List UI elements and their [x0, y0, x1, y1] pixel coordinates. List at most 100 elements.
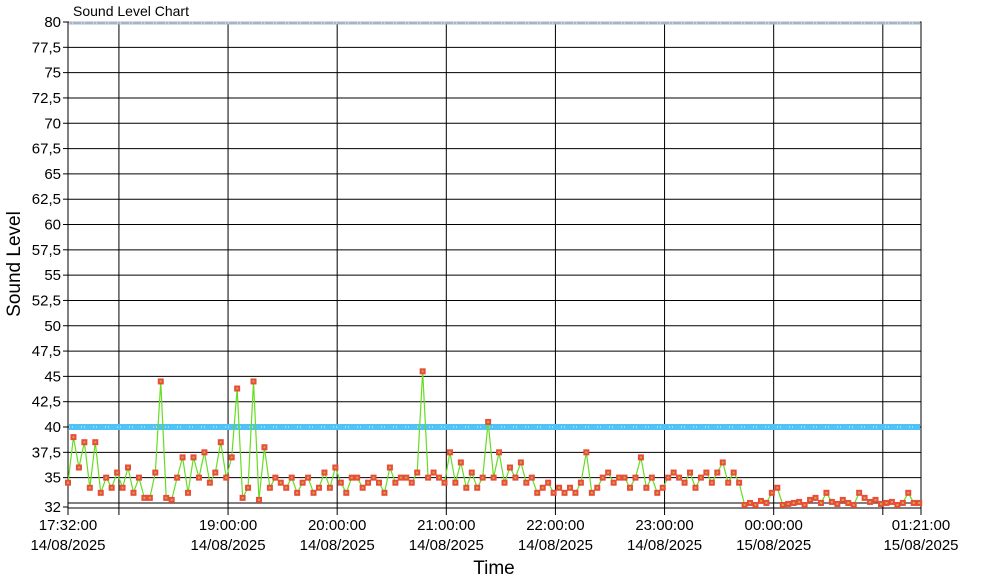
data-point-center: [105, 476, 108, 479]
data-point-center: [268, 486, 271, 489]
data-point-center: [432, 471, 435, 474]
series: [65, 368, 923, 508]
data-point-center: [672, 471, 675, 474]
data-point-center: [503, 481, 506, 484]
data-point-center: [601, 476, 604, 479]
data-point-center: [541, 486, 544, 489]
data-point-center: [307, 476, 310, 479]
x-tick-time: 00:00:00: [744, 517, 802, 534]
data-point-center: [738, 481, 741, 484]
data-point-center: [219, 441, 222, 444]
data-point-center: [759, 499, 762, 502]
data-point-center: [323, 471, 326, 474]
x-tick-time: 17:32:00: [39, 517, 97, 534]
data-point-center: [879, 502, 882, 505]
x-tick-time: 23:00:00: [635, 517, 693, 534]
data-point-center: [116, 471, 119, 474]
data-point-center: [519, 461, 522, 464]
y-tick-label: 37,5: [32, 444, 61, 461]
y-tick-label: 47,5: [32, 343, 61, 360]
data-point-center: [765, 501, 768, 504]
y-axis-label: Sound Level: [4, 211, 25, 317]
data-point-center: [367, 481, 370, 484]
y-tick-label: 60: [44, 217, 61, 234]
data-point-center: [94, 441, 97, 444]
data-point-center: [918, 501, 921, 504]
grid: [67, 21, 922, 509]
data-point-center: [285, 486, 288, 489]
data-point-center: [689, 471, 692, 474]
data-point-center: [590, 491, 593, 494]
data-point-center: [792, 501, 795, 504]
data-point-center: [487, 420, 490, 423]
data-point-center: [252, 380, 255, 383]
data-point-center: [721, 461, 724, 464]
plot-area: [67, 21, 922, 509]
data-point-center: [885, 501, 888, 504]
data-point-center: [716, 471, 719, 474]
data-point-center: [225, 476, 228, 479]
data-point-center: [192, 456, 195, 459]
data-point-center: [634, 476, 637, 479]
data-point-center: [661, 486, 664, 489]
data-point-center: [481, 476, 484, 479]
data-point-center: [247, 486, 250, 489]
data-point-center: [67, 481, 69, 484]
data-point-center: [852, 503, 855, 506]
data-point-center: [394, 481, 397, 484]
data-point-center: [143, 496, 146, 499]
data-point-center: [72, 436, 75, 439]
y-tick-label: 70: [44, 115, 61, 132]
x-tick-date: 14/08/2025: [30, 537, 105, 554]
data-point-center: [683, 481, 686, 484]
data-point-center: [618, 476, 621, 479]
x-tick-time: 21:00:00: [417, 517, 475, 534]
data-point-center: [798, 500, 801, 503]
y-tick-label: 57,5: [32, 242, 61, 259]
data-point-center: [650, 476, 653, 479]
threshold-lines: [69, 21, 920, 430]
data-point-center: [388, 466, 391, 469]
data-point-center: [585, 451, 588, 454]
y-tick-label: 67,5: [32, 141, 61, 158]
data-point-center: [623, 476, 626, 479]
data-point-center: [312, 491, 315, 494]
data-point-center: [890, 500, 893, 503]
data-point-center: [814, 496, 817, 499]
data-point-center: [579, 481, 582, 484]
data-point-center: [378, 481, 381, 484]
y-tick-label: 75: [44, 65, 61, 82]
data-point-center: [470, 471, 473, 474]
data-point-center: [187, 491, 190, 494]
x-tick-date: 15/08/2025: [736, 537, 811, 554]
data-point-center: [749, 501, 752, 504]
data-point-center: [694, 486, 697, 489]
data-point-center: [574, 491, 577, 494]
y-tick-label: 65: [44, 166, 61, 183]
data-point-center: [656, 491, 659, 494]
data-point-center: [372, 476, 375, 479]
y-tick-label: 62,5: [32, 191, 61, 208]
y-axis-ticks: 80 77,5 75 72,5 70 67,5 65 62,5 60 57,5 55 52,5 50 47…: [32, 14, 68, 516]
data-point-center: [825, 491, 828, 494]
data-point-center: [170, 498, 173, 501]
data-point-center: [809, 498, 812, 501]
data-point-center: [492, 476, 495, 479]
data-point-center: [863, 496, 866, 499]
data-point-center: [596, 486, 599, 489]
y-tick-label: 77,5: [32, 39, 61, 56]
data-point-center: [127, 466, 130, 469]
data-point-center: [137, 476, 140, 479]
data-point-center: [148, 496, 151, 499]
data-point-center: [165, 496, 168, 499]
data-point-center: [208, 481, 211, 484]
data-point-center: [83, 441, 86, 444]
data-point-center: [476, 486, 479, 489]
data-point-center: [645, 486, 648, 489]
data-point-center: [874, 498, 877, 501]
data-point-center: [159, 380, 162, 383]
data-point-center: [847, 501, 850, 504]
data-point-center: [345, 491, 348, 494]
data-point-center: [459, 461, 462, 464]
data-point-center: [727, 481, 730, 484]
